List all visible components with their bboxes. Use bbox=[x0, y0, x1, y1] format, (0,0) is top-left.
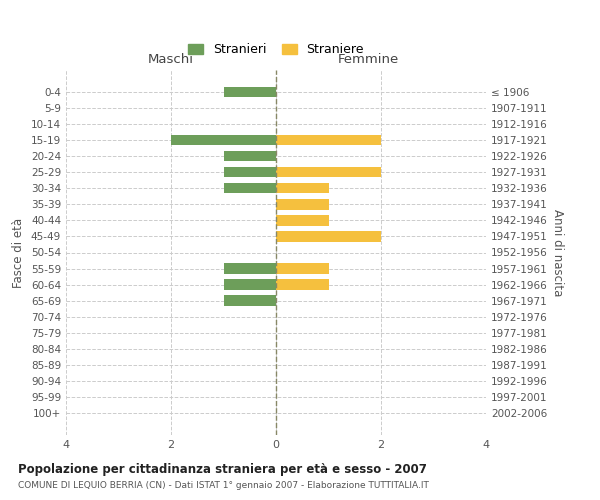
Bar bbox=[223, 151, 276, 162]
Legend: Stranieri, Straniere: Stranieri, Straniere bbox=[184, 40, 368, 60]
Text: COMUNE DI LEQUIO BERRIA (CN) - Dati ISTAT 1° gennaio 2007 - Elaborazione TUTTITA: COMUNE DI LEQUIO BERRIA (CN) - Dati ISTA… bbox=[18, 481, 429, 490]
Bar bbox=[223, 183, 276, 194]
Bar bbox=[276, 215, 329, 226]
Bar bbox=[223, 264, 276, 274]
Bar bbox=[223, 86, 276, 97]
Bar bbox=[276, 183, 329, 194]
Bar bbox=[276, 280, 329, 290]
Text: Femmine: Femmine bbox=[338, 54, 399, 66]
Y-axis label: Anni di nascita: Anni di nascita bbox=[551, 209, 564, 296]
Bar bbox=[276, 135, 381, 145]
Bar bbox=[223, 280, 276, 290]
Text: Maschi: Maschi bbox=[148, 54, 194, 66]
Bar bbox=[223, 167, 276, 177]
Bar bbox=[276, 231, 381, 241]
Text: Popolazione per cittadinanza straniera per età e sesso - 2007: Popolazione per cittadinanza straniera p… bbox=[18, 462, 427, 475]
Bar bbox=[171, 135, 276, 145]
Bar bbox=[276, 167, 381, 177]
Bar bbox=[276, 264, 329, 274]
Y-axis label: Fasce di età: Fasce di età bbox=[13, 218, 25, 288]
Bar bbox=[223, 296, 276, 306]
Bar bbox=[276, 199, 329, 209]
